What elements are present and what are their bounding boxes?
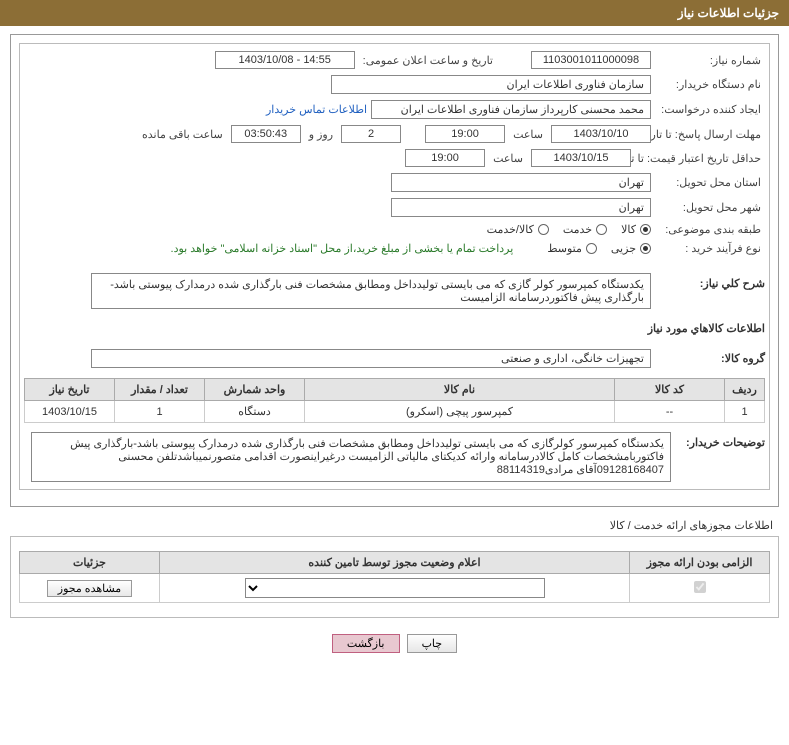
- proc-type-label: نوع فرآیند خرید :: [655, 242, 765, 255]
- remain-label: ساعت باقی مانده: [138, 128, 227, 141]
- print-button[interactable]: چاپ: [407, 634, 458, 653]
- lth-details: جزئیات: [20, 552, 160, 574]
- city-label: شهر محل تحویل:: [655, 201, 765, 214]
- requester-label: ایجاد کننده درخواست:: [655, 103, 765, 116]
- view-license-button[interactable]: مشاهده مجوز: [47, 580, 132, 597]
- deadline-date: 1403/10/10: [551, 125, 651, 143]
- main-panel: شماره نیاز: 1103001011000098 تاریخ و ساع…: [10, 34, 779, 507]
- days-remaining: 2: [341, 125, 401, 143]
- row-province: استان محل تحویل: تهران: [24, 170, 765, 195]
- th-need-date: تاریخ نیاز: [25, 379, 115, 401]
- license-table: الزامی بودن ارائه مجوز اعلام وضعیت مجوز …: [19, 551, 770, 603]
- mandatory-checkbox: [694, 581, 706, 593]
- announce-value: 14:55 - 1403/10/08: [215, 51, 355, 69]
- group-value: تجهیزات خانگی، اداری و صنعتی: [91, 349, 651, 368]
- row-req-no: شماره نیاز: 1103001011000098 تاریخ و ساع…: [24, 48, 765, 72]
- row-deadline: مهلت ارسال پاسخ: تا تاریخ: 1403/10/10 سا…: [24, 122, 765, 146]
- page-header: جزئیات اطلاعات نیاز: [0, 0, 789, 26]
- group-label: گروه کالا:: [655, 348, 765, 369]
- announce-label: تاریخ و ساعت اعلان عمومی:: [359, 54, 497, 67]
- status-select[interactable]: [245, 578, 545, 598]
- payment-note: پرداخت تمام یا بخشی از مبلغ خرید،از محل …: [171, 242, 514, 255]
- buyer-note-label: توضیحات خریدار:: [675, 432, 765, 453]
- buyer-contact-link[interactable]: اطلاعات تماس خریدار: [266, 103, 367, 116]
- th-name: نام کالا: [305, 379, 615, 401]
- overall-desc-label: شرح کلي نياز:: [655, 273, 765, 294]
- proc-radios: جزیی متوسط: [547, 242, 651, 255]
- lth-status: اعلام وضعیت مجوز توسط تامین کننده: [160, 552, 630, 574]
- buyer-org-label: نام دستگاه خریدار:: [655, 78, 765, 91]
- opt-service: خدمت: [563, 223, 592, 236]
- th-unit: واحد شمارش: [205, 379, 305, 401]
- days-and-label: روز و: [305, 128, 337, 141]
- license-title: اطلاعات مجوزهای ارائه خدمت / کالا: [10, 515, 779, 536]
- row-buyer-org: نام دستگاه خریدار: سازمان فناوری اطلاعات…: [24, 72, 765, 97]
- row-overall-desc: شرح کلي نياز: یکدستگاه کمپرسور کولر گازی…: [24, 270, 765, 312]
- items-table: ردیف کد کالا نام کالا واحد شمارش تعداد /…: [24, 378, 765, 423]
- lcell-details: مشاهده مجوز: [20, 574, 160, 603]
- row-buyer-note: توضیحات خریدار: یکدستگاه کمپرسور کولرگاز…: [24, 429, 765, 485]
- category-label: طبقه بندی موضوعی:: [655, 223, 765, 236]
- lcell-mandatory: [630, 574, 770, 603]
- row-requester: ایجاد کننده درخواست: محمد محسنی کارپرداز…: [24, 97, 765, 122]
- page-title: جزئیات اطلاعات نیاز: [678, 6, 779, 20]
- footer-buttons: چاپ بازگشت: [0, 626, 789, 661]
- validity-time: 19:00: [405, 149, 485, 167]
- overall-desc-value: یکدستگاه کمپرسور کولر گازی که می بایستی …: [91, 273, 651, 309]
- time-label-1: ساعت: [509, 128, 547, 141]
- category-radios: کالا خدمت کالا/خدمت: [487, 223, 651, 236]
- buyer-note-value: یکدستگاه کمپرسور کولرگازی که می بایستی ت…: [31, 432, 671, 482]
- time-label-2: ساعت: [489, 152, 527, 165]
- th-row: ردیف: [725, 379, 765, 401]
- opt-medium: متوسط: [547, 242, 582, 255]
- radio-goods[interactable]: [640, 224, 651, 235]
- cell-name: کمپرسور پیچی (اسکرو): [305, 401, 615, 423]
- opt-goods: کالا: [621, 223, 636, 236]
- row-proc-type: نوع فرآیند خرید : جزیی متوسط پرداخت تمام…: [24, 239, 765, 258]
- deadline-label: مهلت ارسال پاسخ: تا تاریخ:: [655, 128, 765, 141]
- details-panel: شماره نیاز: 1103001011000098 تاریخ و ساع…: [19, 43, 770, 490]
- validity-label: حداقل تاریخ اعتبار قیمت: تا تاریخ:: [635, 152, 765, 165]
- lth-mandatory: الزامی بودن ارائه مجوز: [630, 552, 770, 574]
- cell-unit: دستگاه: [205, 401, 305, 423]
- validity-date: 1403/10/15: [531, 149, 631, 167]
- row-group: گروه کالا: تجهیزات خانگی، اداری و صنعتی: [24, 345, 765, 372]
- cell-row: 1: [725, 401, 765, 423]
- cell-code: --: [615, 401, 725, 423]
- radio-medium[interactable]: [586, 243, 597, 254]
- opt-both: کالا/خدمت: [487, 223, 534, 236]
- timer-value: 03:50:43: [231, 125, 301, 143]
- req-no-value: 1103001011000098: [531, 51, 651, 69]
- row-city: شهر محل تحویل: تهران: [24, 195, 765, 220]
- th-code: کد کالا: [615, 379, 725, 401]
- buyer-org-value: سازمان فناوری اطلاعات ایران: [331, 75, 651, 94]
- radio-service[interactable]: [596, 224, 607, 235]
- requester-value: محمد محسنی کارپرداز سازمان فناوری اطلاعا…: [371, 100, 651, 119]
- row-category: طبقه بندی موضوعی: کالا خدمت کالا/خدمت: [24, 220, 765, 239]
- cell-qty: 1: [115, 401, 205, 423]
- license-panel: الزامی بودن ارائه مجوز اعلام وضعیت مجوز …: [10, 536, 779, 618]
- items-section-title: اطلاعات کالاهاي مورد نياز: [24, 318, 765, 339]
- province-value: تهران: [391, 173, 651, 192]
- th-qty: تعداد / مقدار: [115, 379, 205, 401]
- radio-minor[interactable]: [640, 243, 651, 254]
- lcell-status: [160, 574, 630, 603]
- table-row: 1 -- کمپرسور پیچی (اسکرو) دستگاه 1 1403/…: [25, 401, 765, 423]
- cell-date: 1403/10/15: [25, 401, 115, 423]
- province-label: استان محل تحویل:: [655, 176, 765, 189]
- city-value: تهران: [391, 198, 651, 217]
- license-section: اطلاعات مجوزهای ارائه خدمت / کالا الزامی…: [10, 515, 779, 618]
- deadline-time: 19:00: [425, 125, 505, 143]
- back-button[interactable]: بازگشت: [332, 634, 400, 653]
- row-validity: حداقل تاریخ اعتبار قیمت: تا تاریخ: 1403/…: [24, 146, 765, 170]
- req-no-label: شماره نیاز:: [655, 54, 765, 67]
- opt-minor: جزیی: [611, 242, 636, 255]
- radio-both[interactable]: [538, 224, 549, 235]
- license-row: مشاهده مجوز: [20, 574, 770, 603]
